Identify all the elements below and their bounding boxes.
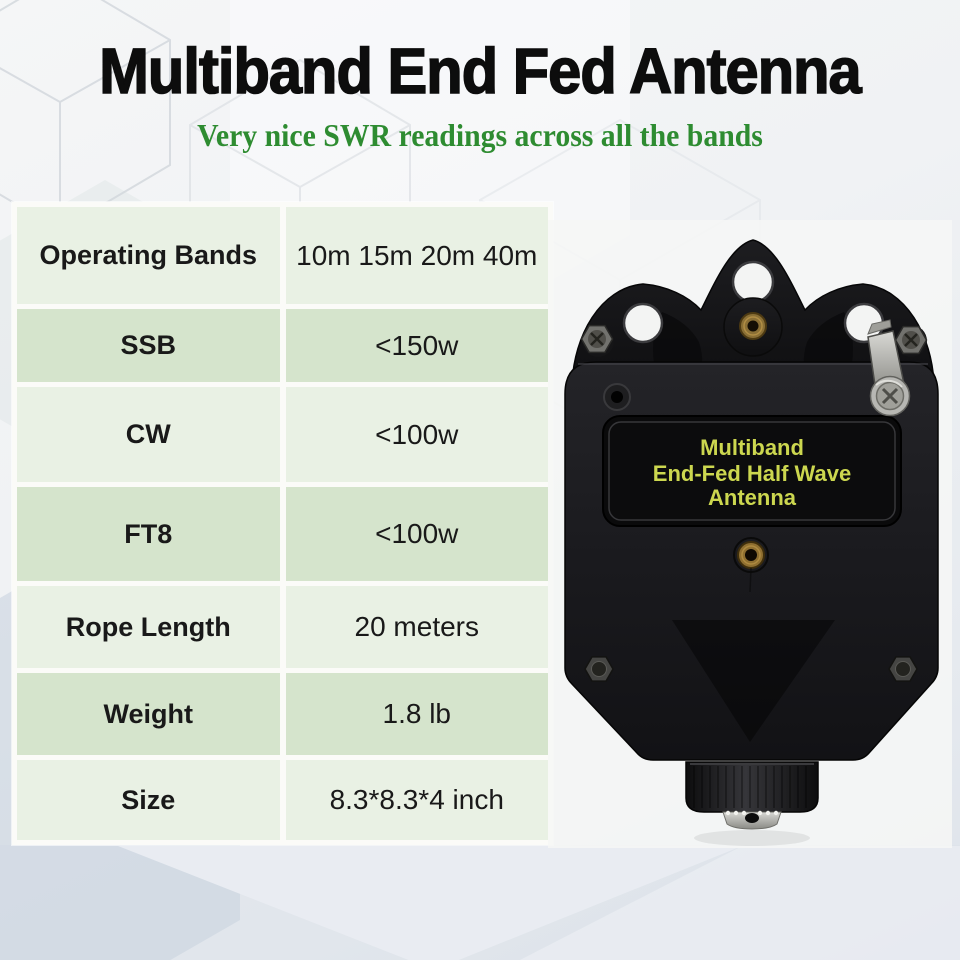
spec-value: <100w (285, 487, 548, 581)
spec-label: Rope Length (17, 586, 280, 668)
spec-table: Operating Bands 10m 15m 20m 40m SSB <150… (12, 202, 553, 845)
hex-screw-top-left (580, 324, 614, 354)
spec-label: Weight (17, 673, 280, 755)
spec-row-size: Size 8.3*8.3*4 inch (17, 760, 548, 840)
spec-row-ft8: FT8 <100w (17, 487, 548, 581)
hex-screw-top-right (894, 325, 928, 355)
spec-value: <100w (285, 387, 548, 482)
spec-value: <150w (285, 309, 548, 382)
spec-value: 8.3*8.3*4 inch (285, 760, 548, 840)
mold-shadow (672, 620, 835, 742)
mounting-hole-left (622, 302, 664, 344)
spec-label: CW (17, 387, 280, 482)
spec-row-rope-length: Rope Length 20 meters (17, 586, 548, 668)
ring-terminal (867, 319, 911, 417)
spec-label: Size (17, 760, 280, 840)
mounting-hole-center (731, 260, 775, 304)
label-line-3: Antenna (708, 485, 797, 510)
spec-label: FT8 (17, 487, 280, 581)
spec-row-cw: CW <100w (17, 387, 548, 482)
spec-label: SSB (17, 309, 280, 382)
spec-row-weight: Weight 1.8 lb (17, 673, 548, 755)
label-line-2: End-Fed Half Wave (653, 461, 851, 486)
spec-value: 20 meters (285, 586, 548, 668)
spec-row-ssb: SSB <150w (17, 309, 548, 382)
hex-screw-bottom-left (584, 656, 614, 682)
hex-screw-bottom-right (888, 656, 918, 682)
so239-connector (685, 761, 819, 830)
chevron-shape (118, 846, 742, 960)
spec-value: 1.8 lb (285, 673, 548, 755)
connector-shadow (694, 830, 810, 846)
page-title: Multiband End Fed Antenna (99, 34, 863, 108)
spec-row-operating-bands: Operating Bands 10m 15m 20m 40m (17, 207, 548, 304)
spec-label: Operating Bands (17, 207, 280, 304)
spec-value: 10m 15m 20m 40m (285, 207, 548, 304)
label-plate: Multiband End-Fed Half Wave Antenna (602, 415, 902, 527)
hexagon-shape (520, 846, 960, 960)
page-subtitle: Very nice SWR readings across all the ba… (197, 117, 763, 153)
product-photo: Multiband End-Fed Half Wave Antenna (548, 220, 952, 848)
label-line-1: Multiband (700, 435, 804, 460)
